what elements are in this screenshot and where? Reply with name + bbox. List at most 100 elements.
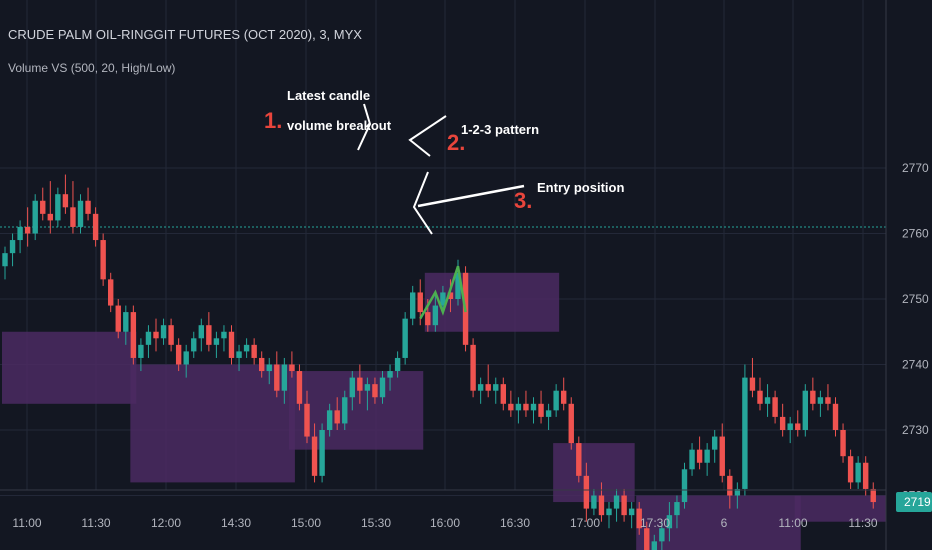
candle[interactable]	[62, 174, 69, 214]
candle[interactable]	[825, 384, 831, 411]
candle[interactable]	[100, 233, 106, 286]
candle[interactable]	[228, 325, 235, 365]
candle[interactable]	[591, 488, 597, 516]
candle[interactable]	[508, 390, 514, 417]
candle[interactable]	[681, 462, 688, 509]
candle[interactable]	[772, 390, 778, 424]
candle[interactable]	[251, 338, 257, 365]
candle[interactable]	[191, 331, 197, 358]
candle[interactable]	[55, 187, 61, 227]
candle[interactable]	[17, 220, 23, 254]
candle[interactable]	[696, 436, 703, 470]
candle[interactable]	[863, 456, 869, 496]
candle[interactable]	[470, 338, 476, 398]
candle[interactable]	[432, 292, 439, 332]
candle[interactable]	[342, 390, 348, 430]
candle[interactable]	[719, 423, 725, 483]
candle[interactable]	[410, 285, 416, 326]
candle[interactable]	[477, 377, 484, 404]
candle[interactable]	[77, 194, 84, 234]
candle[interactable]	[568, 397, 574, 450]
candle[interactable]	[206, 312, 212, 352]
candle[interactable]	[523, 390, 529, 417]
candle[interactable]	[734, 482, 741, 509]
candle[interactable]	[689, 443, 695, 476]
candle[interactable]	[545, 403, 552, 430]
candle[interactable]	[115, 299, 121, 339]
candle[interactable]	[840, 423, 846, 463]
candle[interactable]	[304, 390, 310, 444]
candle[interactable]	[515, 397, 522, 424]
candle[interactable]	[832, 397, 839, 437]
candle[interactable]	[213, 331, 220, 358]
candle[interactable]	[817, 390, 824, 417]
candle[interactable]	[85, 187, 91, 221]
candle[interactable]	[606, 502, 612, 529]
candle[interactable]	[704, 443, 710, 476]
candle[interactable]	[387, 364, 393, 391]
candle[interactable]	[485, 364, 491, 398]
candle[interactable]	[9, 233, 16, 267]
candle[interactable]	[153, 318, 159, 352]
candle[interactable]	[379, 371, 386, 404]
candle[interactable]	[576, 436, 582, 483]
candle[interactable]	[372, 377, 378, 404]
candle[interactable]	[259, 351, 265, 378]
candle[interactable]	[402, 312, 408, 365]
candle[interactable]	[296, 364, 303, 411]
candle[interactable]	[757, 377, 763, 411]
candle[interactable]	[447, 279, 454, 313]
candle[interactable]	[145, 325, 152, 358]
candle[interactable]	[357, 364, 363, 404]
candle[interactable]	[802, 384, 808, 437]
candle[interactable]	[795, 410, 801, 437]
candle[interactable]	[349, 371, 355, 411]
candle[interactable]	[742, 364, 748, 496]
candle[interactable]	[32, 194, 38, 241]
candle[interactable]	[108, 272, 114, 313]
candle[interactable]	[198, 318, 204, 352]
candle[interactable]	[583, 462, 590, 522]
candle[interactable]	[130, 305, 137, 365]
candle[interactable]	[175, 338, 182, 372]
candle[interactable]	[289, 351, 295, 378]
candle[interactable]	[92, 207, 99, 247]
candle[interactable]	[598, 482, 605, 522]
candle[interactable]	[666, 502, 673, 542]
candle[interactable]	[326, 403, 333, 437]
candle[interactable]	[779, 403, 786, 437]
candle[interactable]	[712, 430, 718, 463]
candle[interactable]	[334, 397, 340, 430]
candle[interactable]	[2, 246, 8, 280]
candle[interactable]	[855, 456, 861, 489]
candle[interactable]	[500, 377, 506, 411]
candle[interactable]	[810, 377, 816, 411]
candle[interactable]	[628, 502, 635, 529]
candle[interactable]	[243, 338, 250, 358]
candle[interactable]	[674, 495, 680, 529]
indicator-label[interactable]: Volume VS (500, 20, High/Low)	[8, 61, 175, 75]
candle[interactable]	[493, 377, 499, 404]
candle[interactable]	[47, 181, 53, 234]
candle[interactable]	[764, 384, 771, 417]
candle[interactable]	[787, 416, 793, 444]
candle[interactable]	[138, 338, 144, 372]
candle[interactable]	[221, 325, 227, 352]
candle[interactable]	[553, 384, 559, 417]
candle[interactable]	[183, 344, 189, 378]
candle[interactable]	[160, 318, 167, 345]
candle[interactable]	[266, 357, 272, 385]
candle[interactable]	[644, 521, 650, 550]
candle[interactable]	[749, 357, 756, 398]
candle[interactable]	[236, 344, 242, 372]
candle[interactable]	[659, 521, 665, 550]
candle[interactable]	[281, 357, 288, 404]
candle[interactable]	[561, 377, 567, 411]
candle[interactable]	[651, 534, 657, 550]
candle[interactable]	[870, 482, 876, 509]
candle[interactable]	[727, 469, 733, 509]
candle[interactable]	[70, 181, 76, 234]
candle[interactable]	[613, 488, 620, 522]
